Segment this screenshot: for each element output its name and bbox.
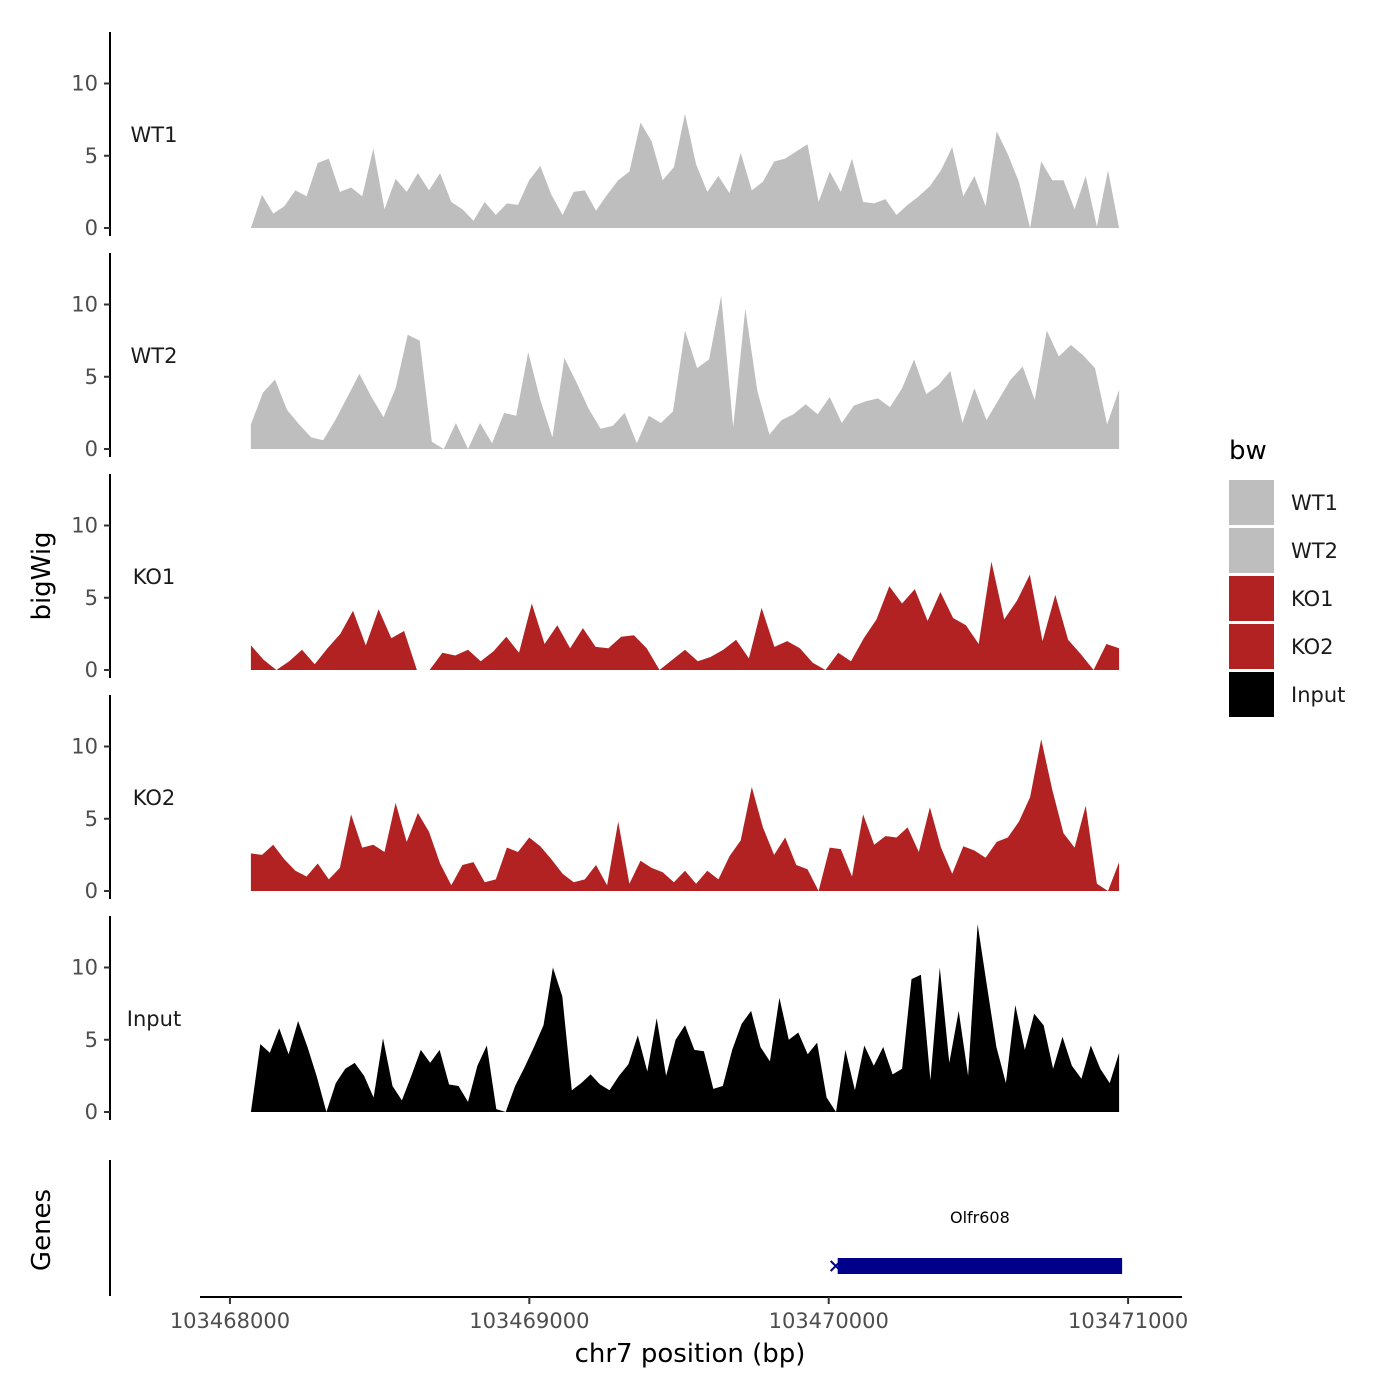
x-axis-title: chr7 position (bp)	[575, 1339, 806, 1369]
y-axis-title: bigWig	[27, 531, 57, 620]
legend-swatch	[1229, 528, 1274, 573]
y-tick-label: 0	[85, 437, 98, 461]
y-tick-label: 10	[71, 72, 98, 96]
legend-label: KO1	[1291, 587, 1334, 611]
legend-swatch	[1229, 624, 1274, 669]
track-label: WT1	[131, 123, 178, 147]
legend-label: KO2	[1291, 635, 1334, 659]
signal-area-ko1	[250, 561, 1120, 670]
y-tick-label: 5	[85, 1028, 98, 1052]
track-label: KO1	[133, 565, 176, 589]
x-axis: 103468000 103469000 103470000 103471000	[170, 1296, 1188, 1333]
track-input: 0 5 10 Input	[71, 916, 1120, 1124]
y-tick-label: 5	[85, 144, 98, 168]
legend-swatch	[1229, 480, 1274, 525]
signal-area-input	[250, 924, 1120, 1112]
y-tick-label: 0	[85, 879, 98, 903]
legend-label: WT1	[1291, 491, 1338, 515]
x-tick-label: 103469000	[469, 1309, 589, 1333]
signal-area-ko2	[250, 739, 1120, 891]
track-wt1: 0 5 10 WT1	[71, 32, 1120, 240]
signal-area-wt2	[250, 295, 1120, 449]
y-tick-label: 0	[85, 658, 98, 682]
y-tick-label: 0	[85, 216, 98, 240]
gene-label: Olfr608	[950, 1208, 1010, 1227]
x-tick-label: 103471000	[1068, 1309, 1188, 1333]
legend-title: bw	[1229, 436, 1267, 466]
y-tick-label: 5	[85, 365, 98, 389]
y-tick-label: 10	[71, 293, 98, 317]
legend-item-ko1: KO1	[1229, 576, 1334, 621]
genes-panel: Olfr608	[109, 1160, 1123, 1296]
track-wt2: 0 5 10 WT2	[71, 253, 1120, 461]
legend-label: Input	[1291, 683, 1345, 707]
y-tick-label: 10	[71, 735, 98, 759]
y-tick-label: 10	[71, 514, 98, 538]
gene-strand-mark	[829, 1260, 842, 1272]
legend-item-input: Input	[1229, 672, 1345, 717]
track-label: WT2	[131, 344, 178, 368]
legend-label: WT2	[1291, 539, 1338, 563]
y-tick-label: 5	[85, 586, 98, 610]
x-tick-label: 103468000	[170, 1309, 290, 1333]
track-ko1: 0 5 10 KO1	[71, 474, 1120, 682]
gene-body	[837, 1258, 1123, 1274]
track-label: KO2	[133, 786, 176, 810]
track-ko2: 0 5 10 KO2	[71, 695, 1120, 903]
genes-axis-title: Genes	[27, 1189, 57, 1271]
legend-item-wt2: WT2	[1229, 528, 1338, 573]
gene-olfr608: Olfr608	[829, 1208, 1123, 1274]
y-tick-label: 5	[85, 807, 98, 831]
legend-item-wt1: WT1	[1229, 480, 1338, 525]
x-tick-label: 103470000	[769, 1309, 889, 1333]
signal-tracks: 0 5 10 WT1 0 5 10 WT2 0 5 10 KO1 0 5 10 KO2 0 5 10 Input	[71, 32, 1120, 1124]
y-tick-label: 0	[85, 1100, 98, 1124]
track-label: Input	[127, 1007, 181, 1031]
legend-swatch	[1229, 672, 1274, 717]
legend-swatch	[1229, 576, 1274, 621]
legend-item-ko2: KO2	[1229, 624, 1334, 669]
legend: bw WT1 WT2 KO1 KO2 Input	[1229, 436, 1345, 717]
signal-area-wt1	[250, 113, 1120, 228]
y-tick-label: 10	[71, 956, 98, 980]
